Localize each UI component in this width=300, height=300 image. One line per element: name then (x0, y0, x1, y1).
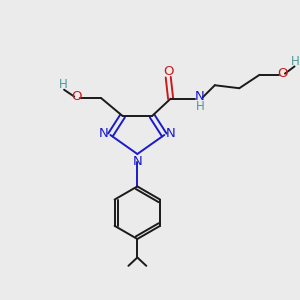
Text: O: O (278, 67, 288, 80)
Text: H: H (291, 55, 300, 68)
Text: N: N (133, 155, 142, 168)
Text: H: H (58, 78, 67, 91)
Text: N: N (166, 127, 176, 140)
Text: H: H (196, 100, 204, 112)
Text: O: O (163, 65, 173, 78)
Text: O: O (71, 90, 81, 104)
Text: N: N (99, 127, 109, 140)
Text: N: N (195, 90, 205, 103)
